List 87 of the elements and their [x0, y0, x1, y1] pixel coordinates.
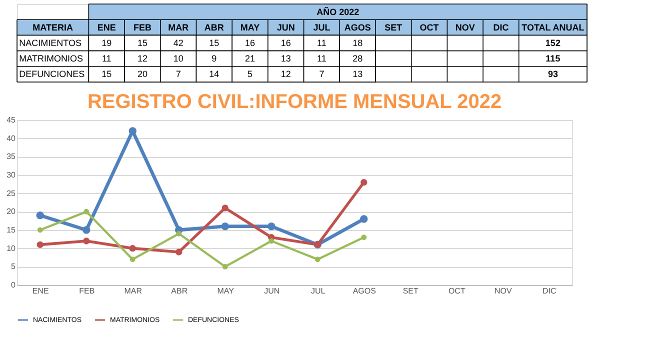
x-tick-label: TOTAL ANUAL: [522, 22, 585, 32]
y-tick-label: 45: [6, 116, 16, 124]
x-tick-label: MAR: [168, 22, 190, 32]
x-tick-label: DIC: [542, 286, 556, 296]
data-label: 11: [102, 54, 112, 64]
data-label: 16: [245, 38, 256, 48]
data-label: 11: [317, 54, 326, 64]
x-tick-label: JUN: [276, 22, 295, 32]
point: [36, 211, 44, 220]
point: [84, 208, 90, 214]
point: [222, 264, 228, 270]
chart-title: AÑO 2022: [316, 6, 360, 17]
data-label: 28: [352, 54, 363, 64]
y-tick-label: 15: [6, 226, 16, 234]
x-tick-label: MAR: [124, 286, 142, 296]
data-label: 13: [352, 69, 363, 80]
x-tick-label: ABR: [171, 286, 188, 296]
y-tick-label: 30: [6, 170, 16, 180]
y-axis-title: MATERIA: [32, 22, 74, 32]
point: [314, 256, 320, 262]
point: [130, 256, 136, 262]
data-label: 152: [545, 38, 560, 48]
x-tick-label: JUN: [264, 286, 280, 296]
x-tick-label: AGOS: [344, 22, 371, 32]
point: [82, 226, 90, 234]
x-tick-label: NOV: [494, 286, 512, 296]
point: [129, 244, 136, 252]
x-tick-label: JUL: [311, 286, 326, 296]
data-label: 12: [280, 69, 291, 80]
data-label: 7: [176, 69, 181, 80]
data-label: 5: [248, 69, 253, 80]
data-label: 15: [209, 38, 220, 48]
data-label: 20: [137, 69, 148, 80]
data-label: 7: [319, 69, 324, 80]
point: [36, 241, 44, 248]
y-tick-label: 40: [6, 134, 16, 143]
point: [360, 215, 368, 223]
data-label: 11: [317, 38, 326, 48]
y-tick-label: 20: [6, 207, 16, 216]
data-label: 12: [137, 54, 148, 64]
x-tick-label: NOV: [455, 22, 475, 32]
point: [176, 248, 182, 256]
data-label: 19: [102, 38, 112, 48]
data-label: 15: [102, 69, 112, 80]
point: [222, 204, 228, 212]
x-tick-label: JUL: [313, 22, 331, 32]
x-tick-label: ABR: [204, 22, 224, 32]
point: [268, 222, 276, 230]
y-tick-label: DEFUNCIONES: [19, 69, 85, 80]
point: [83, 238, 90, 244]
x-tick-label: SET: [384, 22, 403, 32]
data-label: 16: [280, 38, 291, 48]
data-label: 18: [352, 38, 363, 48]
y-tick-label: 25: [6, 188, 16, 198]
point: [37, 227, 43, 233]
point: [360, 178, 368, 186]
y-tick-label: 0: [11, 280, 16, 290]
y-tick-label: NACIMIENTOS: [19, 38, 82, 48]
x-tick-label: DIC: [493, 22, 510, 32]
y-tick-label: 5: [11, 262, 16, 272]
x-tick-label: FEB: [79, 286, 95, 296]
data-label: 115: [546, 54, 560, 64]
point: [176, 230, 182, 236]
chart-title: REGISTRO CIVIL:INFORME MENSUAL 2022: [87, 91, 502, 113]
x-tick-label: MAY: [217, 286, 235, 296]
data-label: 13: [280, 54, 291, 64]
point: [221, 222, 229, 230]
point: [268, 238, 274, 244]
data-label: 9: [212, 54, 217, 64]
x-tick-label: SET: [402, 286, 419, 296]
data-label: 15: [137, 38, 148, 48]
x-tick-label: AGOS: [352, 286, 376, 296]
data-label: 21: [245, 54, 256, 64]
data-label: 93: [548, 69, 558, 80]
data-label: 10: [173, 54, 184, 64]
x-tick-label: ENE: [32, 286, 49, 296]
x-tick-label: ENE: [97, 22, 116, 32]
x-tick-label: OCT: [448, 286, 466, 296]
data-label: 14: [209, 69, 220, 80]
x-tick-label: FEB: [133, 22, 152, 32]
data-label: 42: [173, 38, 184, 48]
point: [361, 234, 367, 240]
y-tick-label: MATRIMONIOS: [19, 54, 83, 64]
y-tick-label: 35: [6, 152, 16, 162]
x-tick-label: OCT: [420, 22, 440, 32]
x-tick-label: MAY: [240, 22, 260, 32]
y-tick-label: 10: [6, 244, 16, 253]
